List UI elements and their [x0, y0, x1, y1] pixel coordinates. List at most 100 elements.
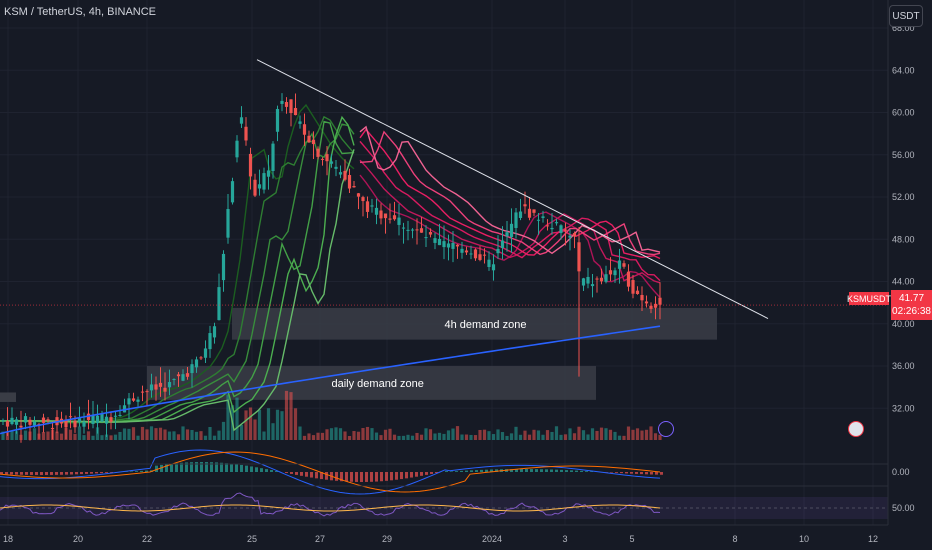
candle-body [577, 242, 581, 272]
macd-histogram-bar [525, 469, 528, 472]
volume-bar [424, 428, 428, 440]
volume-bar [320, 432, 325, 440]
candle-body [491, 264, 496, 271]
candle-body [617, 260, 622, 269]
macd-histogram-bar [485, 469, 488, 472]
macd-histogram-bar [290, 472, 293, 474]
volume-bar [581, 430, 586, 440]
currency-unit-button[interactable]: USDT [889, 5, 923, 27]
candle-body [347, 175, 352, 189]
volume-bar [419, 434, 424, 440]
macd-histogram-bar [35, 472, 38, 475]
macd-tick-label: 0.00 [892, 467, 910, 477]
macd-histogram-bar [495, 469, 498, 472]
candle-body [460, 248, 464, 253]
volume-bar [262, 431, 266, 440]
volume-bar [280, 411, 284, 440]
macd-histogram-bar [540, 469, 543, 472]
candle-body [316, 148, 320, 157]
candle-body [451, 242, 455, 249]
macd-histogram-bar [65, 472, 68, 475]
candle-body [257, 184, 262, 189]
volume-bar [145, 429, 149, 440]
macd-histogram-bar [575, 470, 578, 472]
volume-bar [397, 435, 401, 440]
demand-zone [232, 307, 717, 340]
candle-body [604, 274, 608, 282]
candle-body [190, 364, 194, 374]
demand-zone-label: 4h demand zone [445, 319, 527, 331]
candle-body [523, 204, 527, 207]
candle-body [113, 415, 118, 417]
macd-histogram-bar [565, 470, 568, 472]
macd-histogram-bar [640, 472, 643, 475]
volume-bar [410, 435, 415, 440]
volume-bar [41, 431, 46, 440]
volume-bar [536, 430, 541, 440]
volume-bar [352, 431, 356, 440]
volume-bar [163, 429, 167, 440]
macd-histogram-bar [50, 472, 53, 475]
candle-body [568, 235, 572, 238]
flag-icon[interactable] [848, 421, 864, 437]
candle-body [127, 398, 131, 405]
macd-histogram-bar [530, 469, 533, 472]
candle-body [230, 181, 235, 203]
macd-histogram-bar [350, 472, 353, 482]
candle-body [541, 216, 545, 218]
candle-body [289, 99, 293, 114]
volume-bar [257, 409, 262, 440]
volume-bar [167, 431, 172, 440]
macd-histogram-bar [375, 472, 378, 482]
macd-histogram-bar [425, 472, 428, 475]
grid-lines [0, 0, 888, 525]
volume-bar [248, 407, 253, 440]
volume-bar [599, 427, 604, 440]
macd-histogram-bar [160, 464, 163, 472]
volume-bar [68, 429, 73, 440]
macd-histogram-bar [410, 472, 413, 478]
candle-body [338, 172, 343, 175]
candle-body [473, 249, 478, 259]
volume-bar [640, 430, 644, 440]
candle-body [226, 209, 230, 238]
x-tick-label: 10 [799, 534, 809, 544]
candle-body [536, 219, 541, 221]
candle-body [658, 297, 662, 305]
macd-signal-line [0, 451, 661, 493]
x-tick-label: 8 [732, 534, 737, 544]
macd-histogram-bar [625, 472, 628, 474]
candle-body [104, 416, 109, 424]
macd-histogram-bar [5, 472, 8, 475]
volume-bar [370, 428, 374, 440]
macd-histogram-bar [360, 472, 363, 482]
volume-bar [226, 394, 230, 440]
candle-body [455, 244, 460, 247]
bar-countdown: 02:26:38 [892, 306, 931, 317]
volume-bar [401, 435, 406, 440]
volume-bar [176, 434, 181, 440]
macd-histogram-bar [430, 472, 433, 474]
candle-body [532, 209, 536, 213]
macd-histogram-bar [185, 462, 188, 472]
volume-bar [235, 397, 239, 440]
volume-bar [289, 392, 293, 440]
macd-histogram-bar [145, 470, 148, 472]
volume-bar [73, 433, 77, 440]
macd-histogram-bar [550, 469, 553, 472]
candle-body [401, 227, 406, 229]
macd-histogram-bar [650, 472, 653, 475]
lightning-icon[interactable] [658, 421, 674, 437]
candle-body [613, 270, 617, 276]
macd-histogram-bar [475, 470, 478, 472]
macd-histogram-bar [620, 472, 623, 474]
candle-body [626, 271, 631, 287]
macd-histogram-bar [90, 472, 93, 474]
y-tick-label: 36.00 [892, 361, 915, 371]
candle-body [158, 382, 163, 387]
candle-body [14, 419, 19, 425]
volume-bar [100, 435, 104, 440]
macd-histogram-bar [400, 472, 403, 480]
candle-body [41, 417, 46, 423]
